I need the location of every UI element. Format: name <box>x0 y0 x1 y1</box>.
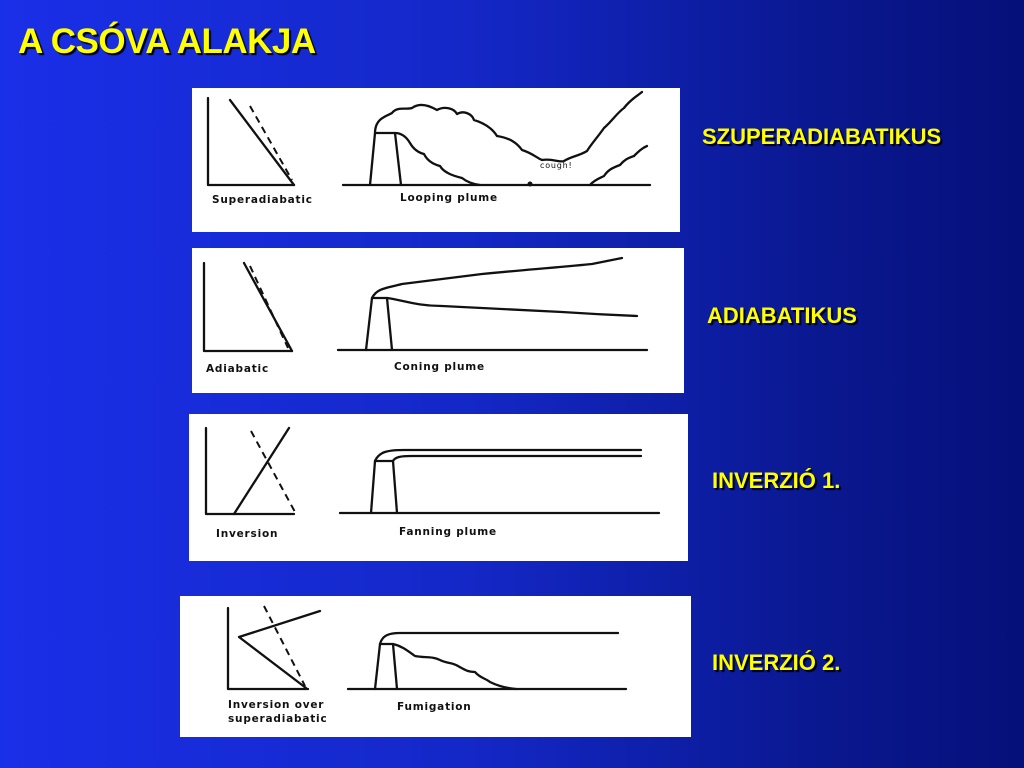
profile-label: Inversion <box>216 528 278 540</box>
profile-label-line1: Inversion over <box>228 699 324 711</box>
cough-annotation: cough! <box>540 161 573 170</box>
category-label: INVERZIÓ 2. <box>712 650 841 675</box>
plume-label: Looping plume <box>400 192 498 204</box>
profile-label-line2: superadiabatic <box>228 713 327 725</box>
fanning-plume-diagram: Inversion Fanning plume <box>189 414 688 561</box>
category-label: SZUPERADIABATIKUS <box>702 124 942 149</box>
looping-plume-diagram: Superadiabatic cough! Looping plume <box>192 88 680 232</box>
category-label: INVERZIÓ 1. <box>712 468 841 493</box>
category-label: ADIABATIKUS <box>707 303 857 328</box>
profile-label: Superadiabatic <box>212 194 313 206</box>
profile-label: Adiabatic <box>206 363 269 375</box>
plume-label: Fanning plume <box>399 526 497 538</box>
plume-label: Coning plume <box>394 361 485 373</box>
plume-label: Fumigation <box>397 701 472 713</box>
coning-plume-diagram: Adiabatic Coning plume <box>192 248 684 393</box>
slide-title: A CSÓVA ALAKJA <box>18 22 316 61</box>
fumigation-diagram: Inversion over superadiabatic Fumigation <box>180 596 691 737</box>
